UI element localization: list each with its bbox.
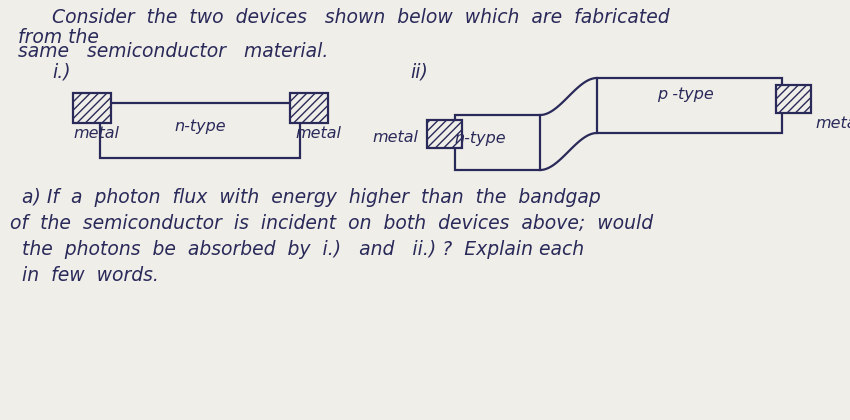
Text: n-type: n-type bbox=[174, 120, 226, 134]
Text: ii): ii) bbox=[410, 62, 428, 81]
Text: the  photons  be  absorbed  by  i.)   and   ii.) ?  Explain each: the photons be absorbed by i.) and ii.) … bbox=[22, 240, 584, 259]
Text: i.): i.) bbox=[52, 62, 71, 81]
Text: metal: metal bbox=[372, 130, 418, 145]
Bar bbox=[455, 115, 540, 170]
Text: metal: metal bbox=[295, 126, 341, 141]
Bar bbox=[73, 93, 111, 123]
Bar bbox=[100, 103, 300, 158]
Text: metal: metal bbox=[815, 116, 850, 131]
Text: n-type: n-type bbox=[454, 131, 506, 145]
Text: of  the  semiconductor  is  incident  on  both  devices  above;  would: of the semiconductor is incident on both… bbox=[10, 214, 653, 233]
Text: metal: metal bbox=[73, 126, 119, 141]
Bar bbox=[427, 120, 462, 148]
Text: same   semiconductor   material.: same semiconductor material. bbox=[18, 42, 328, 61]
Text: Consider  the  two  devices   shown  below  which  are  fabricated: Consider the two devices shown below whi… bbox=[52, 8, 670, 27]
Text: from the: from the bbox=[18, 28, 99, 47]
Text: a) If  a  photon  flux  with  energy  higher  than  the  bandgap: a) If a photon flux with energy higher t… bbox=[22, 188, 601, 207]
Bar bbox=[776, 85, 811, 113]
Text: p -type: p -type bbox=[656, 87, 713, 102]
Bar bbox=[597, 78, 782, 133]
Bar bbox=[290, 93, 328, 123]
Text: in  few  words.: in few words. bbox=[22, 266, 159, 285]
